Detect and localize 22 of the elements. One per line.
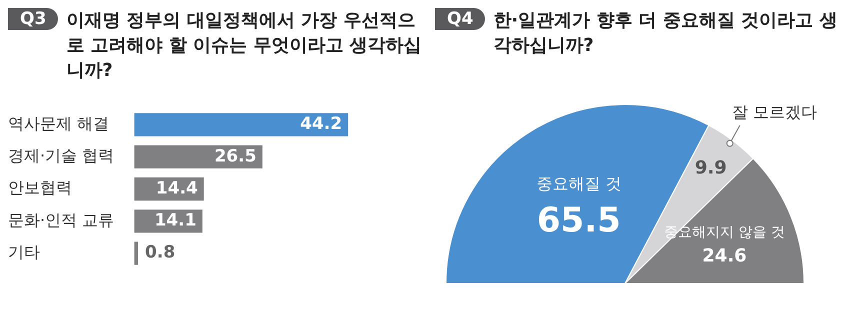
bar [134,242,138,265]
text: Q3 [8,8,58,30]
data-label: 24.6 [702,246,747,267]
data-label: 9.9 [694,158,727,179]
chart-title: 한·일관계가 향후 더 중요해질 것이라고 생각하십니까? [493,9,838,58]
slice-label: 중요해질 것 [536,174,622,193]
y-tick-label: 기타 [8,242,40,262]
data-label: 14.4 [156,178,198,198]
data-label: 14.1 [154,210,196,231]
y-tick-label: 역사문제 해결 [8,114,110,133]
data-label: 65.5 [536,200,621,241]
bar [134,145,262,168]
data-label: 44.2 [300,114,342,134]
y-tick-label: 경제·기술 협력 [8,146,114,165]
bar [134,113,348,136]
y-tick-label: 문화·인적 교류 [8,210,114,230]
y-tick-label: 안보협력 [8,178,72,198]
data-label: 0.8 [145,242,176,263]
data-label: 26.5 [214,146,256,166]
chart-title: 이재명 정부의 대일정책에서 가장 우선적으로 고려해야 할 이슈는 무엇이라고 생각하십니까? [66,9,423,83]
slice-label: 잘 모르겠다 [732,102,817,122]
text: Q4 [435,8,486,30]
